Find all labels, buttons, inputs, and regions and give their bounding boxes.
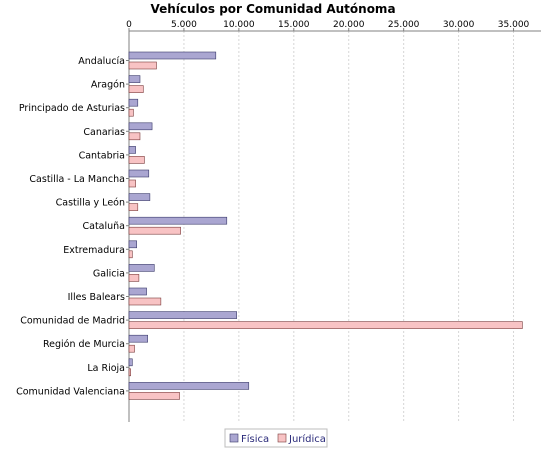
legend-label: Física [241,433,269,445]
x-axis: 0 5.000 10.000 15.000 20.000 25.000 30.000 35.0… [126,20,541,422]
x-tick-label: 25.000 [388,20,420,30]
category-label: Principado de Asturias [19,103,125,114]
bar-juridica [128,392,180,400]
category-label: La Rioja [87,363,125,374]
bar-juridica [128,274,140,282]
x-tick-label: 5.000 [171,20,197,30]
category-label: Aragón [91,80,125,91]
bar-fisica [128,51,217,60]
category-label: Región de Murcia [43,339,125,350]
category-label: Comunidad Valenciana [16,386,125,397]
bar-fisica [128,334,148,343]
bar-juridica [128,108,134,117]
bar-fisica [128,240,137,249]
category-label: Comunidad de Madrid [20,316,125,327]
x-tick-label: 10.000 [223,20,255,30]
category-label: Andalucía [78,56,125,67]
grid-lines [183,31,515,422]
bar-fisica [128,358,133,367]
legend-swatch [277,433,287,443]
category-label: Castilla - La Mancha [29,174,125,185]
chart-title: Vehículos por Comunidad Autónoma [150,2,395,16]
category-label: Cataluña [82,221,125,232]
bars [128,51,523,400]
category-label: Canarias [83,127,125,138]
category-label: Galicia [93,268,125,279]
bar-juridica [128,297,162,306]
legend-box [224,428,328,448]
bar-fisica [128,311,237,319]
bar-juridica [128,85,144,93]
bar-juridica [128,344,135,353]
bar-juridica [128,250,133,259]
bar-fisica [128,75,141,83]
bar-juridica [128,226,181,235]
bar-juridica [128,132,141,141]
legend-swatch [229,433,239,443]
bar-fisica [128,146,136,154]
bar-fisica [128,122,153,131]
bar-juridica [128,368,131,377]
x-tick-label: 15.000 [278,20,310,30]
bar-fisica [128,264,155,272]
bar-fisica [128,98,139,107]
bar-fisica [128,382,250,390]
x-tick-label: 35.000 [498,20,530,30]
category-label: Illes Balears [68,292,125,303]
bar-fisica [128,169,150,178]
category-label: Extremadura [63,245,125,256]
x-tick-label: 0 [126,20,132,30]
category-labels: Andalucía Aragón Principado de Asturias Can… [16,56,125,397]
x-tick-label: 20.000 [333,20,365,30]
category-label: Cantabria [79,150,125,161]
bar-juridica [128,203,139,211]
category-label: Castilla y León [56,198,125,209]
bar-juridica [128,156,145,164]
bar-fisica [128,193,151,201]
legend: Física Jurídica [224,428,328,448]
bar-juridica [128,321,523,329]
bar-fisica [128,287,147,296]
bar-fisica [128,216,228,225]
legend-label: Jurídica [288,433,326,445]
bar-juridica [128,179,136,188]
bar-juridica [128,61,157,70]
x-tick-label: 30.000 [443,20,475,30]
